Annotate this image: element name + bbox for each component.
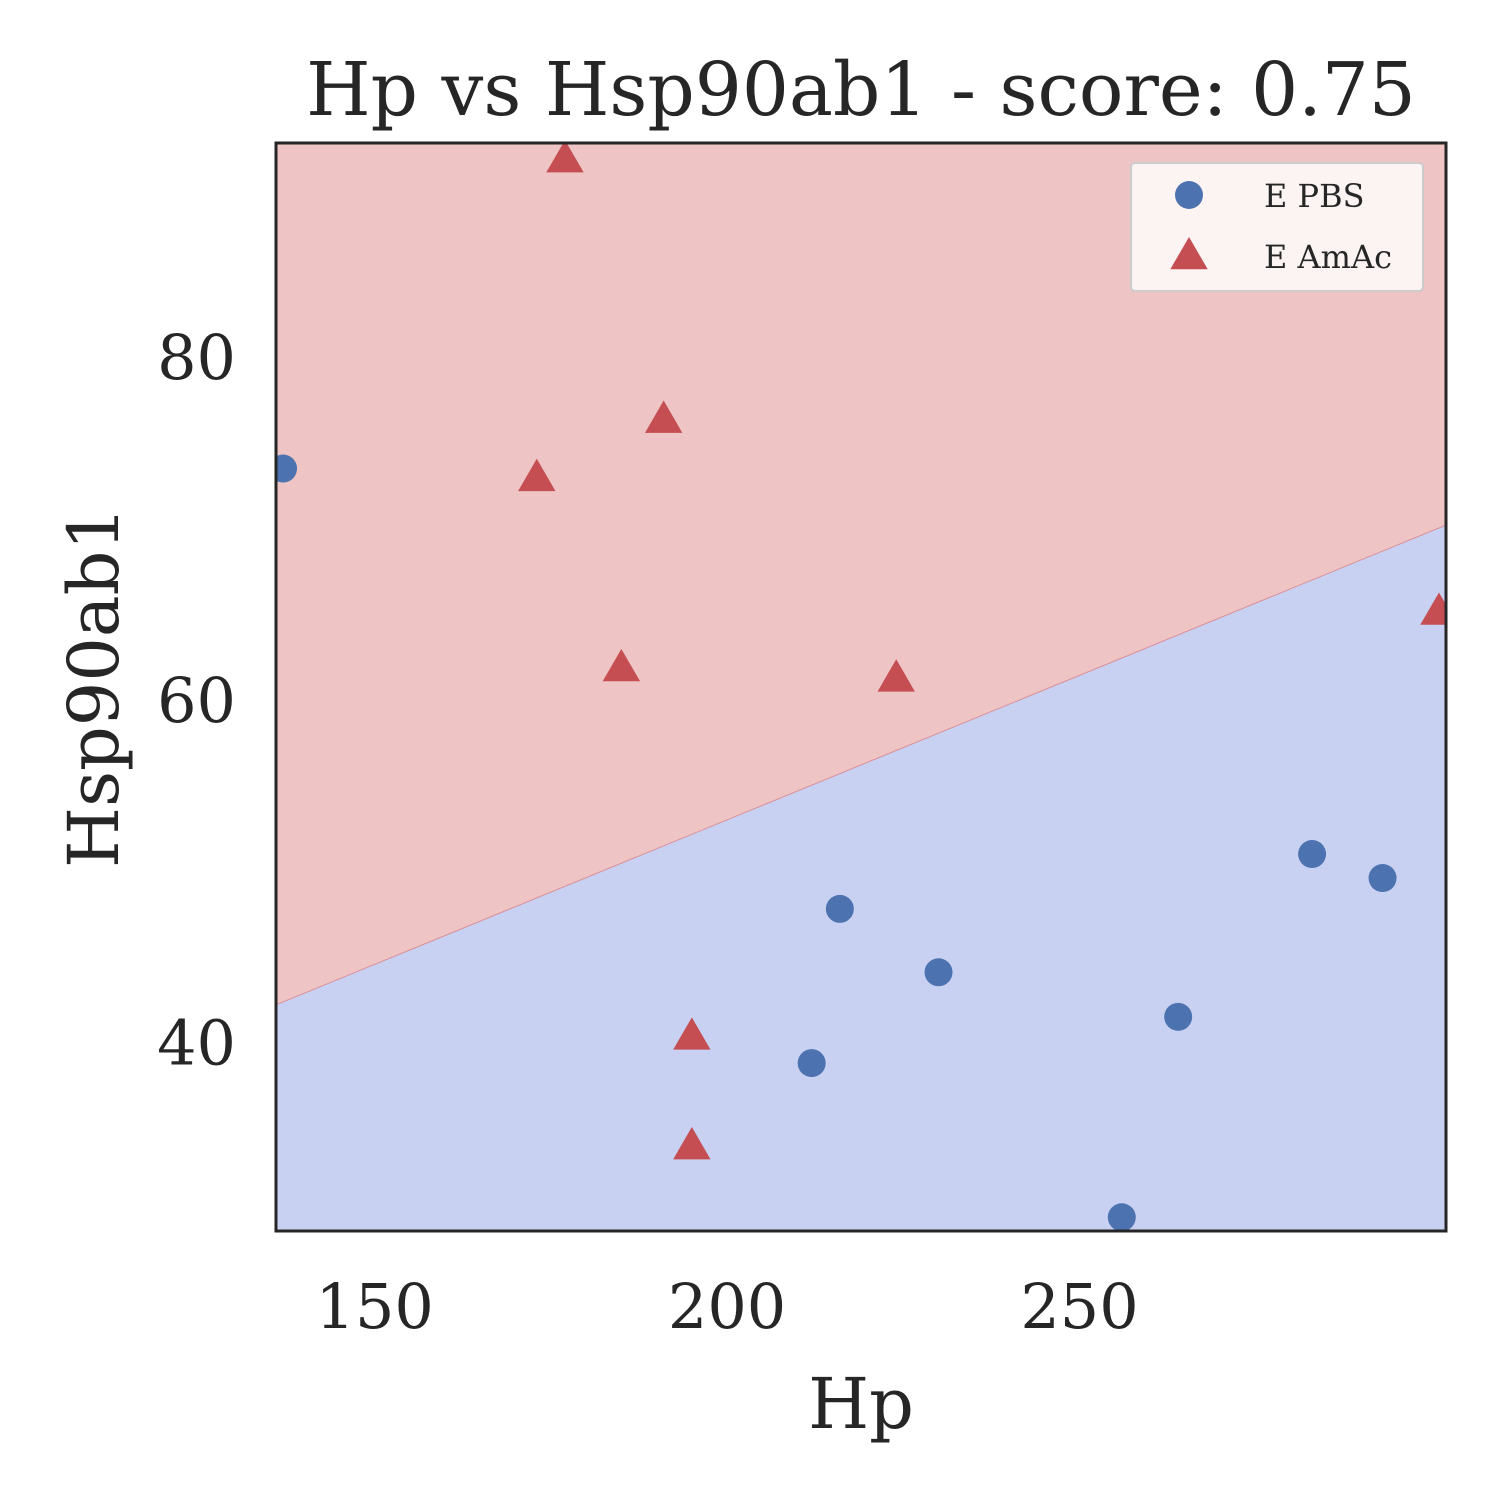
plot-area: [276, 143, 1446, 1231]
point-e-pbs-3: [924, 958, 953, 987]
point-e-amac-7: [1420, 592, 1446, 625]
legend-marker-e-amac: [1170, 236, 1208, 270]
point-e-pbs-2: [797, 1049, 826, 1078]
y-axis-ticks: 40 60 80: [157, 321, 236, 1079]
y-axis-label: Hsp90ab1: [53, 506, 135, 868]
x-axis-ticks: 150 200 250: [316, 1270, 1139, 1343]
point-e-amac-4: [877, 659, 915, 692]
y-tick-label-1: 60: [157, 664, 236, 737]
x-tick-label-2: 250: [1020, 1270, 1138, 1343]
x-tick-label-1: 200: [668, 1270, 786, 1343]
chart-title: Hp vs Hsp90ab1 - score: 0.75: [306, 47, 1416, 133]
point-e-amac-6: [673, 1127, 711, 1160]
legend-label-e-amac: E AmAc: [1264, 238, 1392, 276]
point-e-pbs-7: [1368, 864, 1397, 893]
point-e-pbs-1: [825, 894, 854, 923]
plot-frame: [274, 141, 1448, 1233]
point-e-pbs-6: [1298, 840, 1327, 869]
point-e-amac-3: [602, 648, 641, 682]
point-e-pbs-0: [276, 454, 298, 483]
decision-region-above: [276, 143, 1446, 1005]
x-tick-label-0: 150: [316, 1270, 434, 1343]
point-e-pbs-4: [1107, 1203, 1136, 1231]
point-e-amac-5: [673, 1017, 711, 1050]
point-e-amac-0: [546, 143, 584, 173]
point-e-pbs-5: [1164, 1002, 1193, 1031]
y-tick-label-2: 80: [157, 321, 236, 394]
point-e-amac-2: [518, 458, 556, 492]
decision-boundary-line: [276, 524, 1446, 1006]
legend-label-e-pbs: E PBS: [1264, 177, 1365, 215]
legend: E PBS E AmAc: [1130, 162, 1424, 292]
decision-region-below: [276, 525, 1446, 1231]
legend-box: [1130, 162, 1424, 292]
legend-marker-e-pbs: [1175, 181, 1203, 209]
x-axis-label: Hp: [808, 1363, 914, 1445]
data-points: [276, 143, 1446, 1231]
y-tick-label-0: 40: [157, 1007, 236, 1080]
point-e-amac-1: [644, 400, 683, 433]
